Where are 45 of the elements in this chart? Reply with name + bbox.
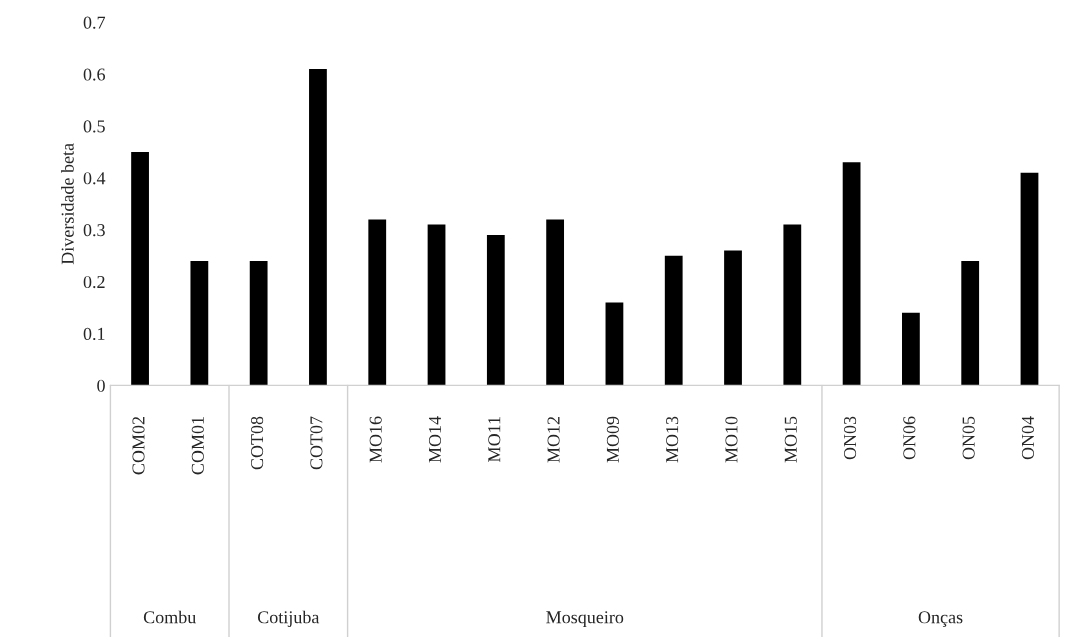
bar bbox=[131, 151, 149, 386]
x-tick-label: MO11 bbox=[488, 417, 501, 462]
bar bbox=[783, 224, 802, 386]
bar bbox=[486, 234, 505, 386]
x-tick-label: COT08 bbox=[250, 416, 264, 470]
bar bbox=[664, 255, 683, 386]
y-tick-label: 0.6 bbox=[83, 68, 106, 81]
bar bbox=[249, 260, 268, 386]
x-tick-label: ON04 bbox=[1021, 416, 1035, 460]
x-tick-label: MO16 bbox=[369, 416, 382, 463]
x-tick-label: COM01 bbox=[191, 417, 204, 475]
x-tick-label: COT07 bbox=[310, 416, 323, 470]
bar bbox=[190, 260, 209, 386]
x-tick-label: MO10 bbox=[725, 416, 738, 463]
text: Combu bbox=[143, 610, 196, 624]
x-tick-label: MO12 bbox=[547, 416, 560, 463]
y-tick-label: 0.4 bbox=[83, 172, 106, 185]
y-tick-label: 0.1 bbox=[83, 327, 105, 341]
y-tick-label: 0 bbox=[97, 379, 105, 392]
text: Cotijuba bbox=[257, 610, 320, 628]
x-tick-label: MO09 bbox=[606, 416, 619, 463]
y-tick-label: 0.7 bbox=[83, 16, 106, 29]
x-tick-label: MO13 bbox=[666, 416, 679, 463]
y-tick-label: 0.2 bbox=[83, 275, 105, 289]
bar bbox=[368, 219, 387, 386]
bar bbox=[842, 162, 861, 386]
y-tick-label: 0.3 bbox=[83, 224, 105, 237]
y-axis-title: Diversidade beta bbox=[61, 143, 74, 265]
bar bbox=[1020, 172, 1039, 386]
x-tick-label: MO14 bbox=[428, 416, 442, 463]
text: Mosqueiro bbox=[546, 611, 624, 628]
bar bbox=[902, 312, 920, 386]
bar bbox=[546, 219, 565, 386]
x-tick-label: ON05 bbox=[962, 416, 975, 460]
x-tick-label: MO15 bbox=[784, 416, 797, 463]
bar bbox=[309, 68, 327, 386]
x-tick-label: ON06 bbox=[903, 416, 916, 460]
bar bbox=[724, 250, 742, 386]
y-tick-label: 0.5 bbox=[83, 120, 105, 133]
x-tick-label: COM02 bbox=[132, 416, 145, 475]
bar bbox=[427, 224, 446, 386]
bar bbox=[605, 302, 624, 386]
text: Onças bbox=[918, 611, 963, 628]
bar bbox=[961, 260, 980, 386]
x-tick-label: ON03 bbox=[843, 416, 857, 460]
